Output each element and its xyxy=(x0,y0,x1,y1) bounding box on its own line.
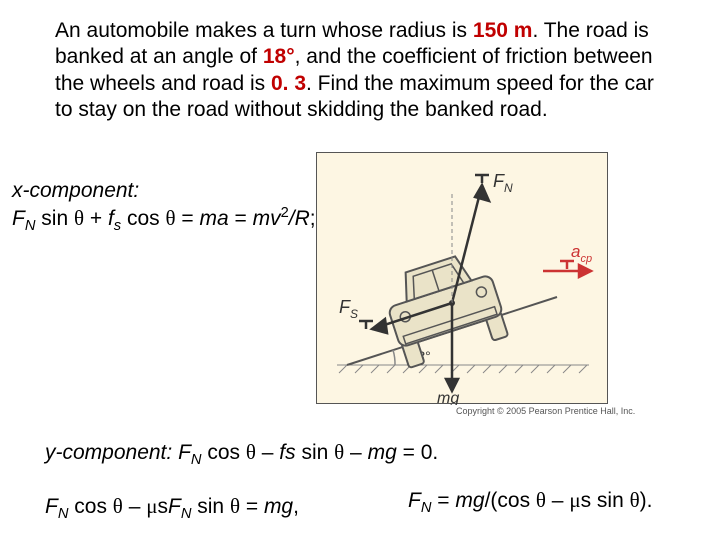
y-component-block: y-component: FN cos θ – fs sin θ – mg = … xyxy=(45,440,438,468)
theta: θ xyxy=(113,494,123,518)
eq: ). xyxy=(640,489,653,512)
equation-fn-solve: FN = mg/(cos θ – μs sin θ). xyxy=(408,488,653,516)
eq: , xyxy=(293,495,299,518)
theta: θ xyxy=(230,494,240,518)
eq: sin xyxy=(296,441,335,464)
eq: /R xyxy=(289,207,310,230)
eq: sin xyxy=(35,207,74,230)
problem-statement: An automobile makes a turn whose radius … xyxy=(55,18,665,123)
x-component-block: x-component: FN sin θ + fs cos θ = ma = … xyxy=(12,178,316,236)
eq: N xyxy=(421,500,432,516)
theta: θ xyxy=(536,488,546,512)
eq: mg xyxy=(264,495,293,518)
eq: F xyxy=(168,495,181,518)
x-label: x-component: xyxy=(12,179,139,202)
svg-text:acp: acp xyxy=(571,242,592,265)
eq: N xyxy=(25,218,36,234)
physics-diagram: 18° FN xyxy=(316,152,608,404)
y-label: y-component: xyxy=(45,441,178,464)
eq: ma xyxy=(200,207,229,230)
problem-text: An automobile makes a turn whose radius … xyxy=(55,19,473,42)
eq: mg xyxy=(368,441,397,464)
eq: = 0. xyxy=(397,441,438,464)
mu: μ xyxy=(569,488,580,512)
svg-text:FN: FN xyxy=(493,171,513,195)
theta: θ xyxy=(246,440,256,464)
eq: = xyxy=(176,207,200,230)
radius-value: 150 m xyxy=(473,19,533,42)
eq: – xyxy=(344,441,367,464)
eq: fs xyxy=(279,441,295,464)
eq: s sin xyxy=(581,489,630,512)
eq: – xyxy=(256,441,279,464)
eq: sin xyxy=(191,495,230,518)
eq: = xyxy=(229,207,253,230)
svg-text:FS: FS xyxy=(339,297,358,321)
eq: – xyxy=(123,495,146,518)
eq: N xyxy=(58,506,69,522)
eq: cos xyxy=(121,207,165,230)
eq: mg xyxy=(455,489,484,512)
theta: θ xyxy=(334,440,344,464)
eq: /(cos xyxy=(485,489,536,512)
eq: cos xyxy=(68,495,112,518)
eq: = xyxy=(240,495,264,518)
eq: mv xyxy=(253,207,281,230)
theta: θ xyxy=(630,488,640,512)
svg-text:mg: mg xyxy=(437,390,459,405)
eq: N xyxy=(181,506,192,522)
eq: = xyxy=(431,489,455,512)
eq: F xyxy=(12,207,25,230)
eq: F xyxy=(408,489,421,512)
eq: F xyxy=(178,441,191,464)
mu-value: 0. 3 xyxy=(271,72,306,95)
eq: cos xyxy=(202,441,246,464)
eq: – xyxy=(546,489,569,512)
eq: F xyxy=(45,495,58,518)
angle-value: 18° xyxy=(263,45,295,68)
copyright-text: Copyright © 2005 Pearson Prentice Hall, … xyxy=(456,406,635,416)
mu: μ xyxy=(146,494,157,518)
theta: θ xyxy=(166,206,176,230)
eq: 2 xyxy=(281,205,289,221)
equation-fn-cos: FN cos θ – μsFN sin θ = mg, xyxy=(45,494,299,522)
eq: N xyxy=(191,452,202,468)
eq: + xyxy=(84,207,108,230)
theta: θ xyxy=(74,206,84,230)
eq: s xyxy=(157,495,168,518)
eq: ; xyxy=(310,207,316,230)
